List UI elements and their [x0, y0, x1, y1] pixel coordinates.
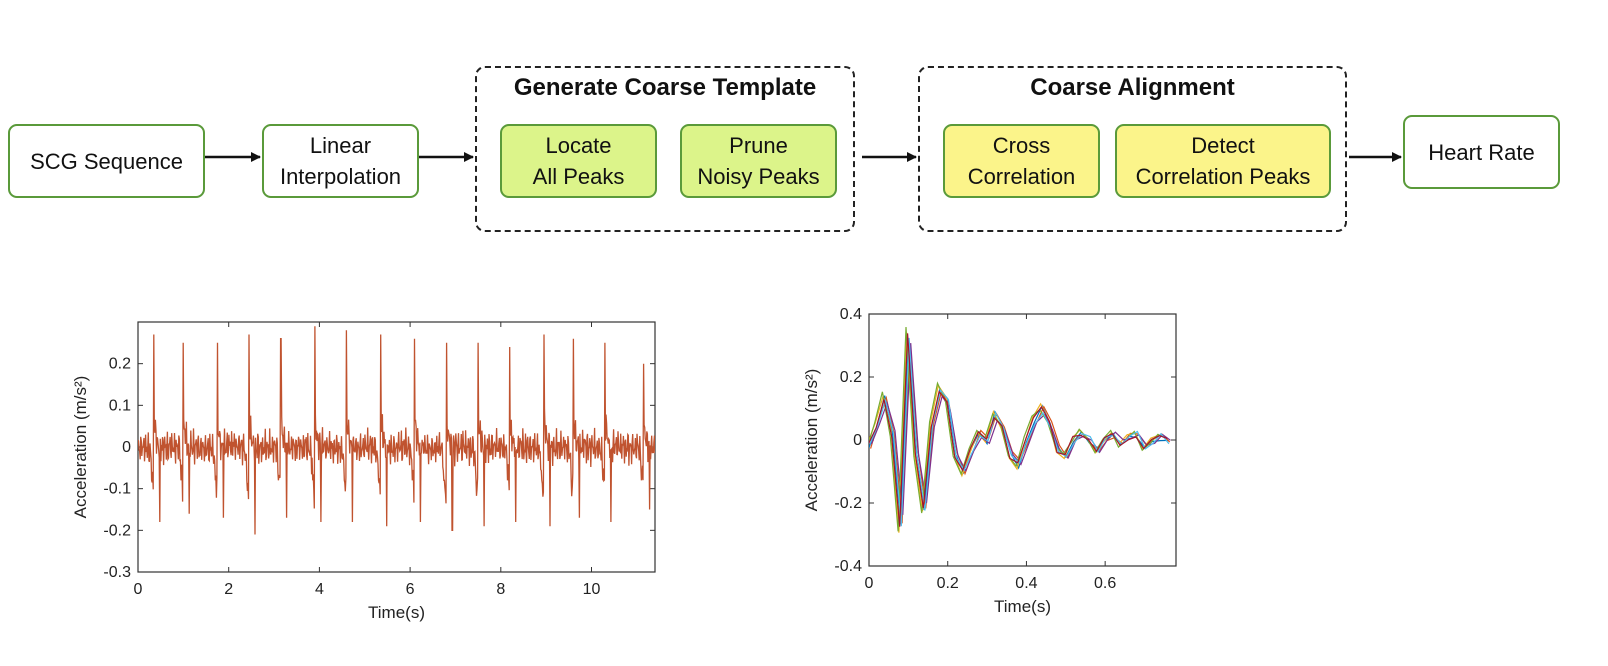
detect-correlation-peaks-box: Detect Correlation Peaks — [1115, 124, 1331, 198]
scg-x-tick-label: 2 — [224, 581, 233, 598]
prune-noisy-peaks-line1: Prune — [729, 133, 788, 158]
scg-y-tick-label: 0.2 — [109, 356, 131, 373]
template-series-line-2 — [869, 332, 1167, 533]
template-plot-area — [868, 313, 1177, 567]
prune-noisy-peaks-line2: Noisy Peaks — [697, 164, 820, 189]
scg-series-line — [138, 326, 655, 535]
template-x-tick-label: 0.6 — [1094, 575, 1116, 592]
template-series-line-5 — [869, 337, 1170, 527]
locate-all-peaks-line2: All Peaks — [532, 164, 625, 189]
template-series-line-1 — [870, 343, 1171, 524]
coarse-alignment-title: Coarse Alignment — [1030, 74, 1235, 101]
scg-sequence-box: SCG Sequence — [8, 124, 205, 198]
template-series-line-3 — [870, 343, 1171, 515]
scg-x-axis-label: Time(s) — [368, 603, 425, 622]
scg-y-tick-label: 0.1 — [109, 397, 131, 414]
heart-rate-box: Heart Rate — [1403, 115, 1560, 189]
scg-y-axis-label: Acceleration (m/s²) — [71, 376, 90, 519]
scg-plot-area — [137, 321, 656, 573]
template-y-tick-label: 0.2 — [840, 369, 862, 386]
template-y-axis-label: Acceleration (m/s²) — [802, 369, 821, 512]
template-x-tick-label: 0.4 — [1015, 575, 1037, 592]
template-y-tick-label: -0.4 — [834, 558, 862, 575]
template-y-tick-label: 0.4 — [840, 306, 862, 323]
scg-sequence-label: SCG Sequence — [30, 148, 183, 174]
template-series-line-6 — [869, 333, 1168, 527]
scg-y-tick-label: 0 — [122, 439, 131, 456]
detect-correlation-peaks-line2: Correlation Peaks — [1135, 164, 1311, 189]
template-y-tick-label: -0.2 — [834, 495, 862, 512]
scg-x-tick-label: 10 — [583, 581, 601, 598]
template-chart: 0 0.2 0.4 0.6 -0.4 -0.2 0 0.2 0.4 Time(s) Accelera… — [802, 306, 1177, 616]
locate-all-peaks-box: Locate All Peaks — [500, 124, 657, 198]
scg-x-tick-label: 0 — [134, 581, 143, 598]
template-x-axis-label: Time(s) — [994, 597, 1051, 616]
pipeline-arrows — [205, 152, 1402, 162]
prune-noisy-peaks-box: Prune Noisy Peaks — [680, 124, 837, 198]
template-y-tick-label: 0 — [853, 432, 862, 449]
template-series-line-0 — [869, 337, 1169, 524]
scg-y-tick-label: -0.3 — [103, 564, 131, 581]
scg-x-tick-label: 8 — [496, 581, 505, 598]
detect-correlation-peaks-line1: Detect — [1191, 133, 1255, 158]
scg-y-tick-label: -0.1 — [103, 481, 131, 498]
generate-coarse-template-group: Generate Coarse Template — [475, 66, 855, 232]
template-series-line-4 — [869, 326, 1167, 532]
cross-correlation-line2: Correlation — [967, 164, 1076, 189]
coarse-alignment-group: Coarse Alignment — [918, 66, 1347, 232]
heart-rate-label: Heart Rate — [1428, 139, 1535, 165]
scg-chart: 0 2 4 6 8 10 -0.3 -0.2 -0.1 0 0.1 0.2 Time(s) Acceler… — [71, 321, 656, 622]
scg-y-tick-label: -0.2 — [103, 522, 131, 539]
linear-interpolation-line1: Linear — [309, 133, 372, 158]
scg-x-tick-label: 4 — [315, 581, 324, 598]
template-x-tick-label: 0 — [865, 575, 874, 592]
template-x-tick-label: 0.2 — [937, 575, 959, 592]
locate-all-peaks-line1: Locate — [545, 133, 612, 158]
linear-interpolation-line2: Interpolation — [279, 164, 402, 189]
scg-x-tick-label: 6 — [406, 581, 415, 598]
linear-interpolation-box: Linear Interpolation — [262, 124, 419, 198]
cross-correlation-box: Cross Correlation — [943, 124, 1100, 198]
generate-coarse-template-title: Generate Coarse Template — [513, 74, 817, 101]
cross-correlation-line1: Cross — [992, 133, 1051, 158]
